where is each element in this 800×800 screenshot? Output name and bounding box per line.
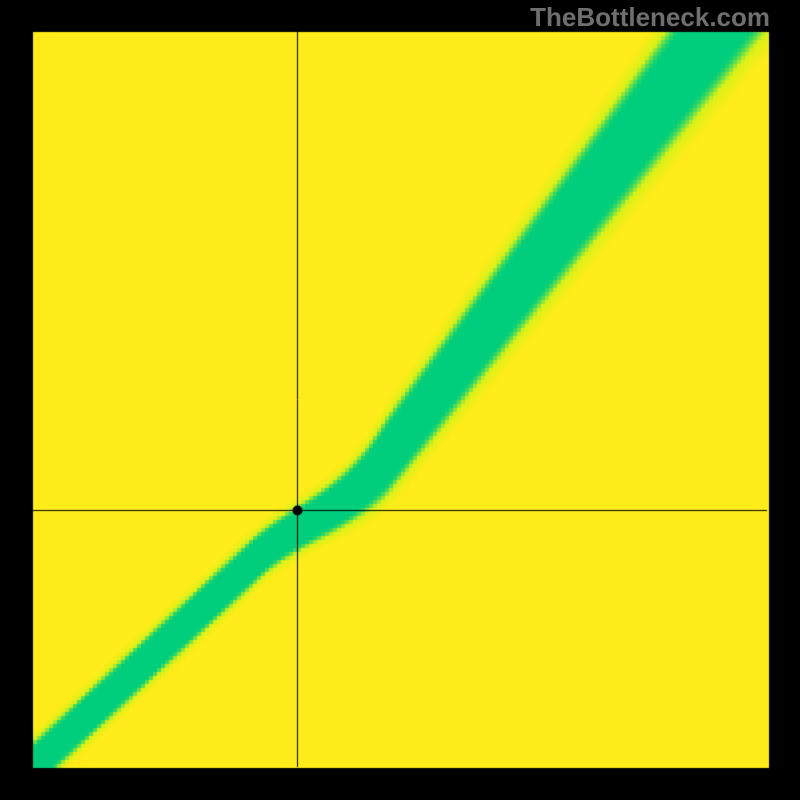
bottleneck-heatmap (0, 0, 800, 800)
watermark-text: TheBottleneck.com (530, 2, 770, 33)
chart-stage: { "canvas": { "width": 800, "height": 80… (0, 0, 800, 800)
